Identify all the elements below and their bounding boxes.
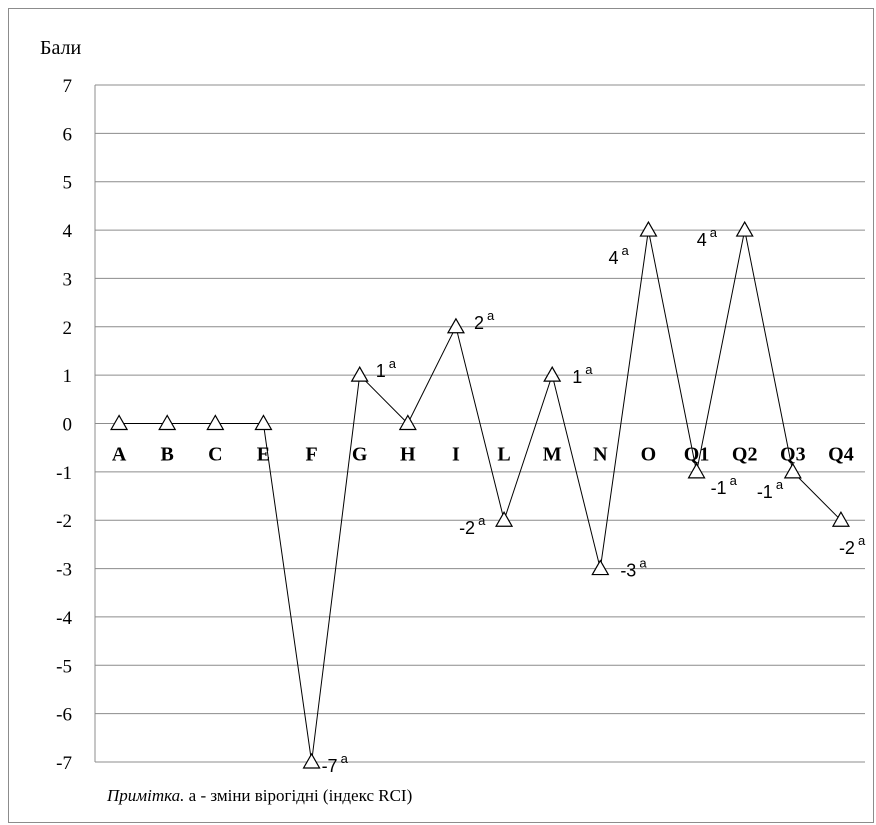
data-label: -1 a [757, 477, 784, 502]
category-label: B [161, 444, 174, 466]
y-tick-label: 6 [63, 124, 73, 145]
data-point-marker [639, 220, 658, 237]
y-tick-label: 0 [63, 415, 73, 436]
data-label: -1 a [711, 473, 738, 498]
category-label: O [641, 444, 657, 466]
y-tick-label: 4 [63, 221, 73, 242]
data-point-marker [398, 414, 417, 431]
y-tick-label: 3 [63, 269, 73, 290]
category-label: I [452, 444, 460, 466]
data-label: -2 a [459, 513, 486, 538]
category-label: C [208, 444, 222, 466]
y-tick-label: -6 [56, 705, 72, 726]
chart-frame [8, 8, 874, 823]
y-tick-label: 2 [63, 318, 73, 339]
data-point-marker [206, 414, 225, 431]
data-point-marker [543, 365, 562, 382]
y-tick-label: -7 [56, 753, 72, 774]
category-label: L [497, 444, 510, 466]
data-point-marker [783, 462, 802, 479]
data-point-marker [158, 414, 177, 431]
data-point-marker [495, 511, 514, 527]
y-tick-label: 1 [63, 366, 73, 387]
category-label: A [112, 444, 127, 466]
data-point-marker [302, 752, 321, 769]
data-label: -3 a [620, 556, 647, 581]
y-tick-labels: 7 6 5 4 3 2 1 0 -1 -2 -3 -4 -5 -6 -7 [56, 76, 72, 774]
category-label: M [543, 444, 562, 466]
y-tick-label: -2 [56, 511, 72, 532]
y-tick-label: -5 [56, 656, 72, 677]
category-label: Q4 [828, 444, 854, 466]
data-point-marker [591, 559, 610, 576]
category-label: H [400, 444, 416, 466]
y-tick-label: 5 [63, 173, 73, 194]
category-label: N [593, 444, 608, 466]
y-tick-label: 7 [63, 76, 73, 97]
data-label: -2 a [839, 533, 866, 558]
note: Примітка. а - зміни вірогідні (індекс RC… [106, 786, 412, 805]
category-labels: A B C E F G H I L M N O Q1 Q2 Q3 Q4 [112, 444, 854, 466]
category-label: G [352, 444, 368, 466]
note-text: а - зміни вірогідні (індекс RCI) [184, 786, 412, 805]
data-point-marker [687, 462, 706, 479]
data-point-marker [831, 511, 850, 527]
category-label: Q1 [684, 444, 710, 466]
y-axis-label: Бали [40, 37, 82, 59]
note-italic: Примітка. [106, 786, 184, 805]
gridlines [94, 84, 865, 763]
data-labels: -7 a 1 a 2 a -2 a 1 a -3 a 4 a -1 a 4 a -1 a -2 a [322, 225, 866, 776]
data-point-marker [446, 317, 465, 334]
y-tick-label: -4 [56, 608, 72, 629]
category-label: F [305, 444, 317, 466]
y-tick-label: -1 [56, 463, 72, 484]
y-tick-label: -3 [56, 560, 72, 581]
data-label: -7 a [322, 751, 349, 776]
data-point-marker [350, 365, 369, 382]
category-label: Q3 [780, 444, 806, 466]
series-markers [110, 220, 850, 769]
data-point-marker [735, 220, 754, 237]
series-line [119, 230, 842, 763]
data-point-marker [254, 414, 273, 431]
category-label: Q2 [732, 444, 758, 466]
data-point-marker [110, 414, 129, 431]
